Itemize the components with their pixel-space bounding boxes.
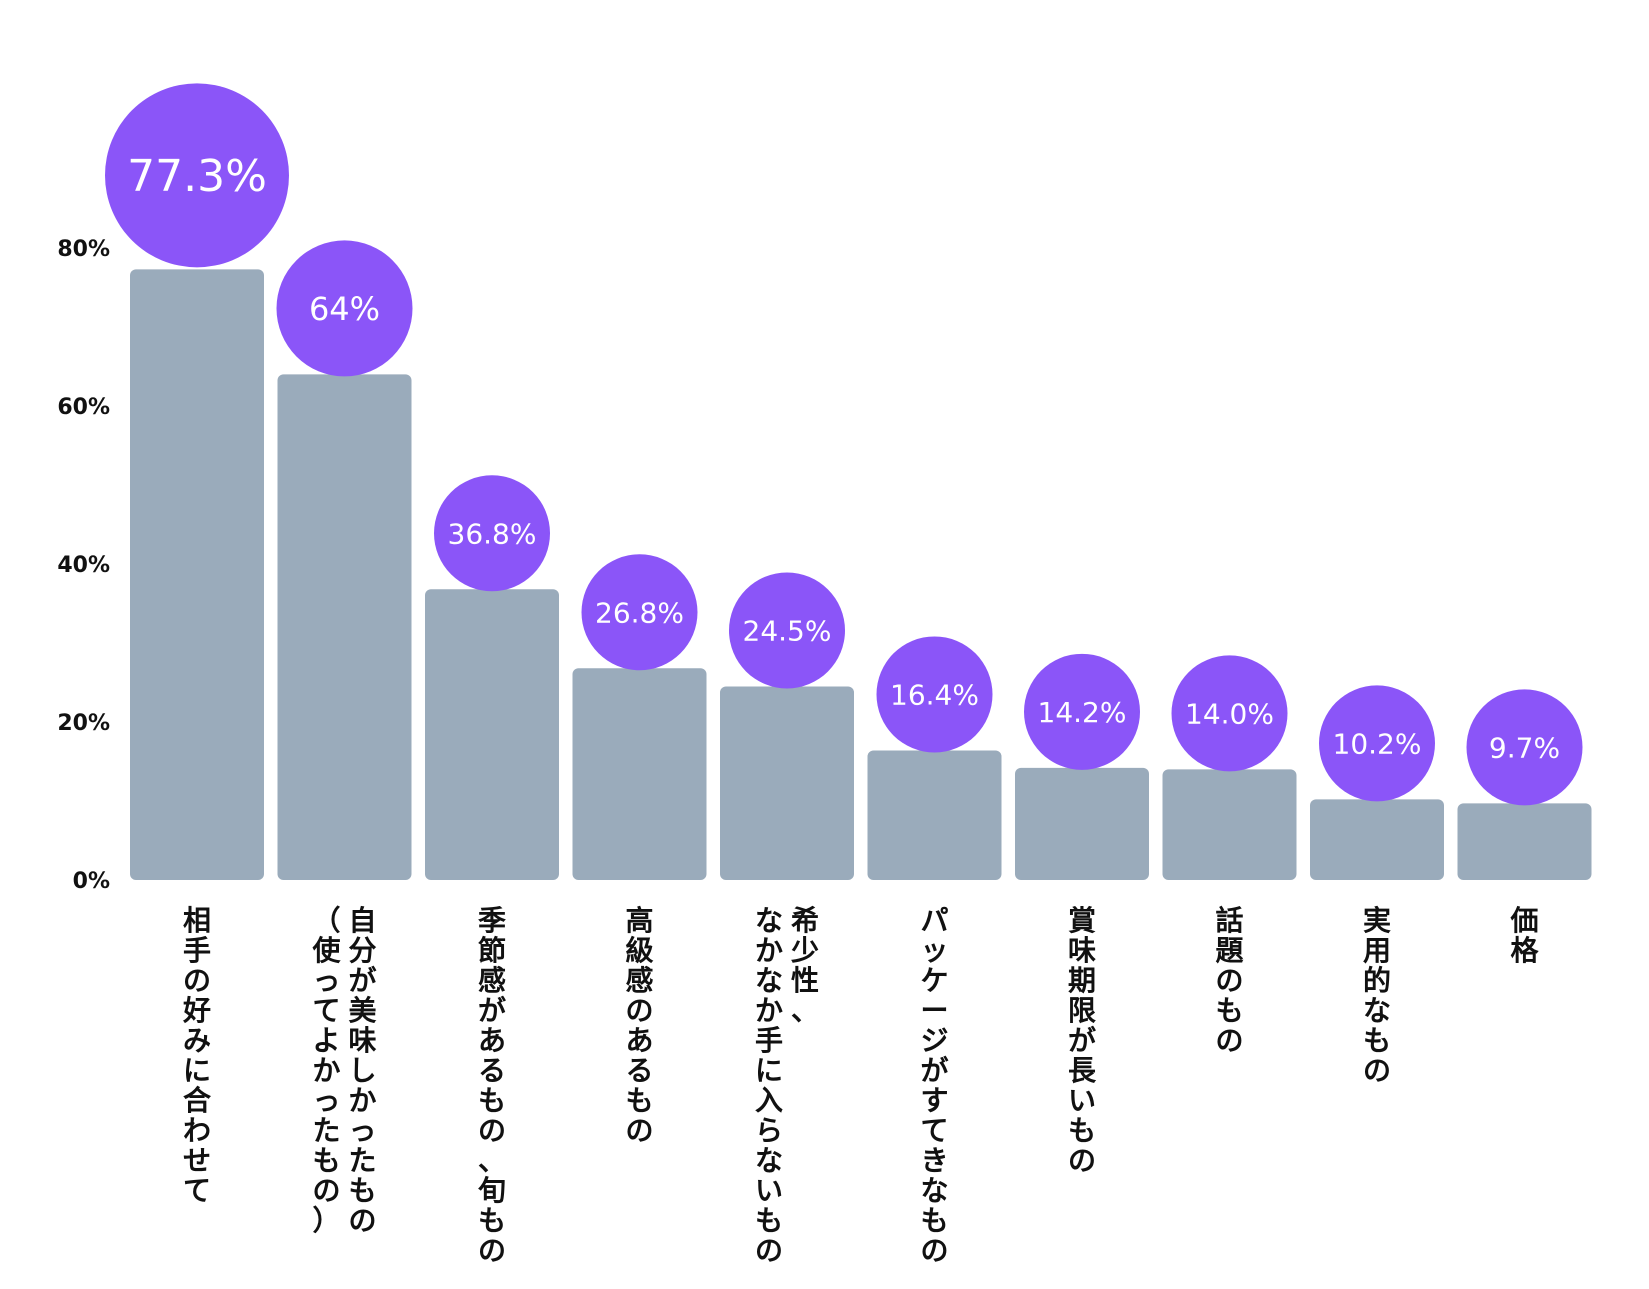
data-label: 14.2% [1038,696,1127,729]
y-tick-label: 0% [73,869,110,894]
category-label: 季節感があるもの、旬もの [477,904,506,1267]
value-bubble [105,83,289,268]
data-label: 9.7% [1489,731,1560,764]
value-bubble [1319,685,1435,802]
bar [1457,803,1592,880]
value-bubble [276,240,413,377]
data-label: 36.8% [448,517,537,550]
category-label: 希少性、なかなか手に入らないもの [755,904,819,1267]
y-tick-label: 80% [57,237,110,262]
data-label: 64% [309,290,380,328]
category-label: 実用的なもの [1363,904,1391,1087]
category-label: 高級感のあるもの [625,904,653,1147]
bar [130,269,264,881]
y-tick-label: 20% [57,711,110,736]
category-label: 話題のもの [1215,904,1244,1057]
data-label: 24.5% [743,615,832,648]
data-label: 14.0% [1185,697,1274,730]
bar [425,589,559,880]
category-label: 自分が美味しかったもの（使ってよかったもの） [311,904,376,1237]
y-tick-label: 60% [57,395,110,420]
bar [1015,767,1149,880]
category-label: 相手の好みに合わせて [182,904,212,1207]
category-label: 価格 [1509,904,1539,967]
category-label: 賞味期限が長いもの [1068,904,1097,1177]
bar [867,750,1002,880]
bar [572,668,707,880]
value-bubble [1024,653,1140,770]
y-tick-label: 40% [57,553,110,578]
value-bubble [1466,689,1583,806]
bar [720,686,854,880]
bar [277,374,412,880]
data-label: 77.3% [127,151,267,202]
bar [1310,799,1444,880]
value-bubble [434,475,550,592]
bar [1162,769,1297,880]
value-bubble [581,554,698,671]
value-bubble [729,572,845,689]
data-label: 26.8% [595,596,684,629]
category-label: パッケージがすてきなもの [920,904,948,1267]
value-bubble [1171,655,1288,772]
data-label: 16.4% [890,679,979,712]
value-bubble [876,636,993,753]
data-label: 10.2% [1333,728,1422,761]
